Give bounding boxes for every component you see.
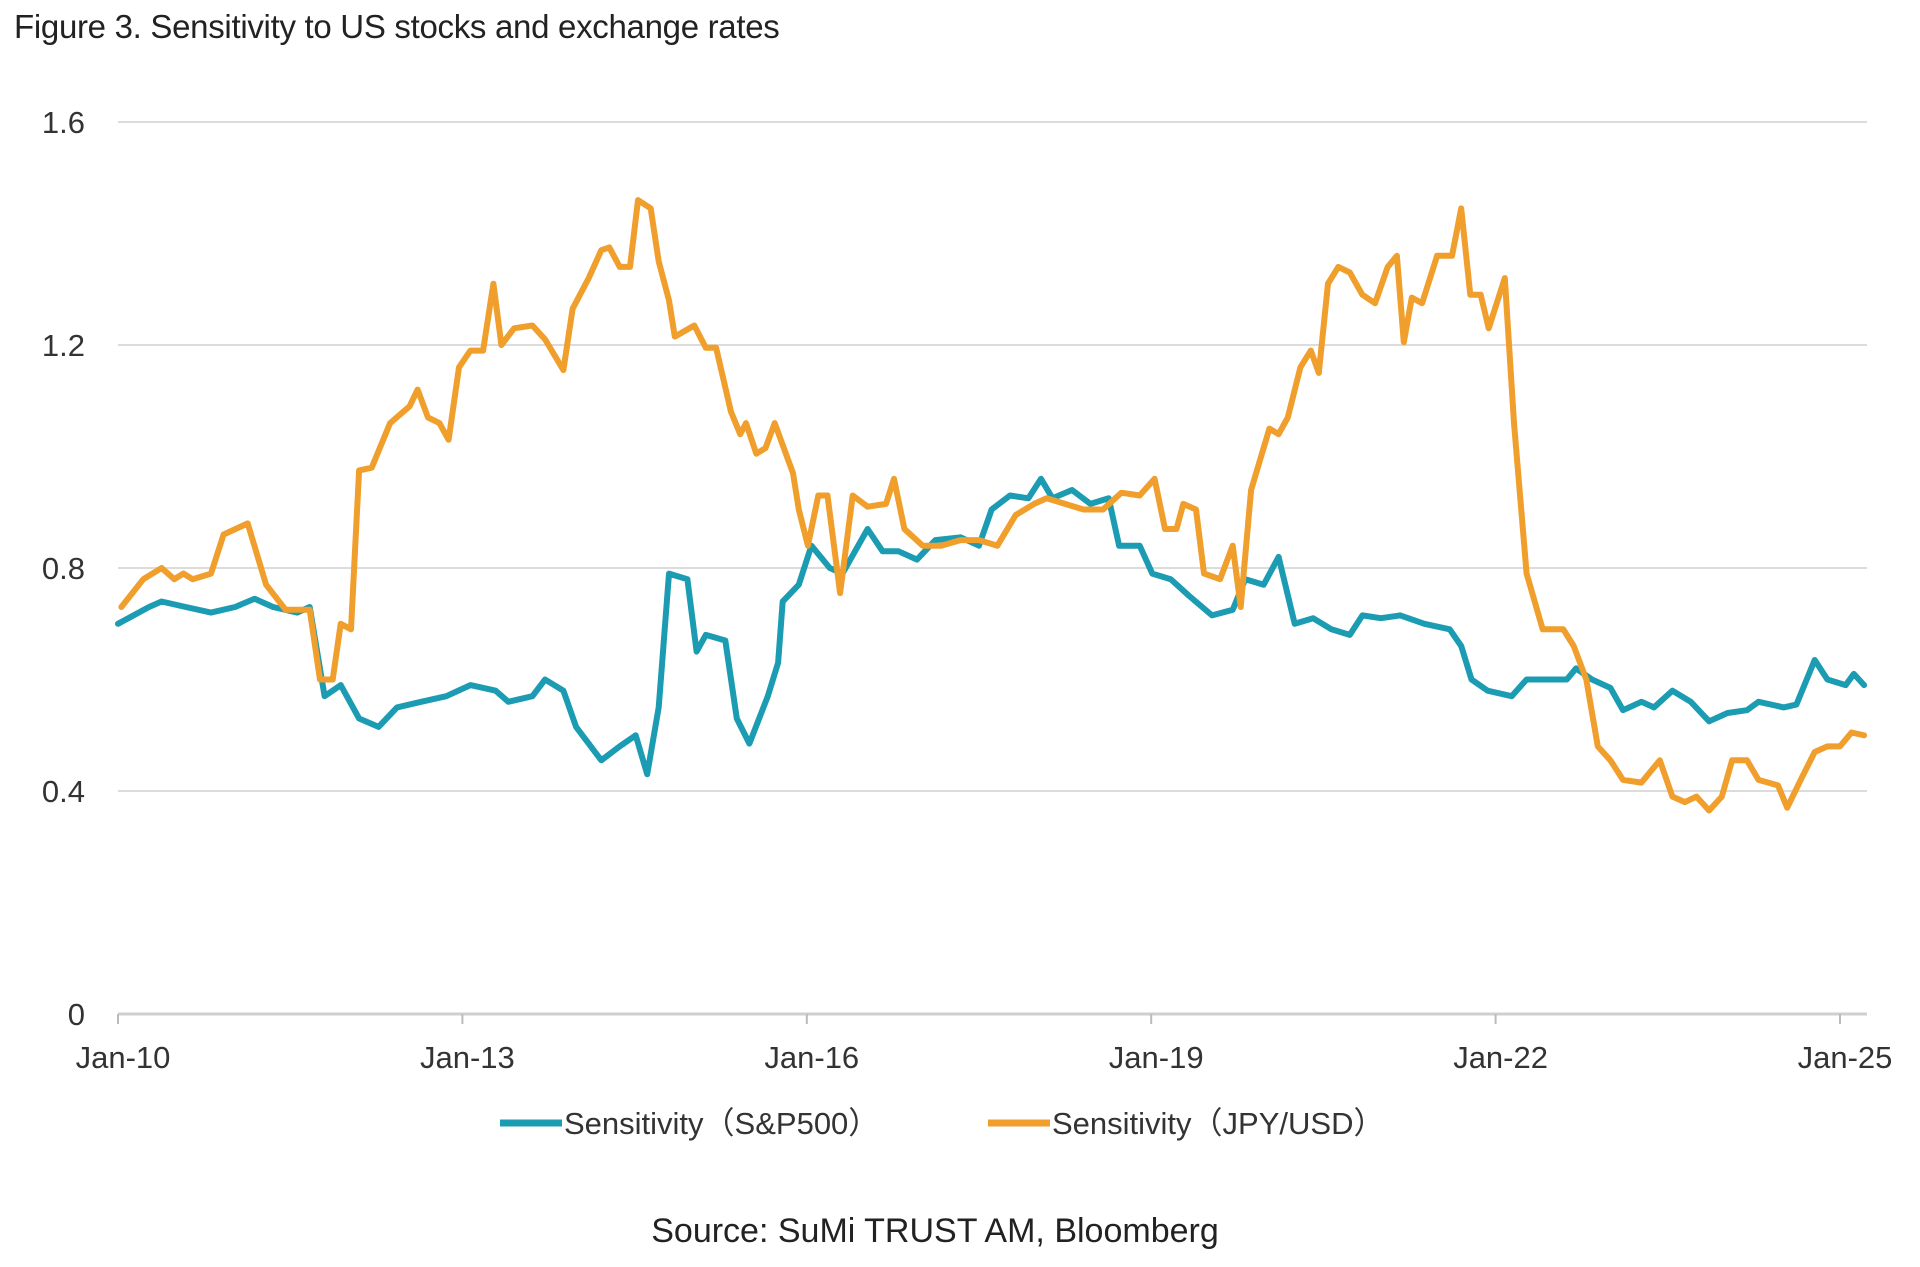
legend: Sensitivity（S&P500） Sensitivity（JPY/USD） — [500, 1106, 1384, 1141]
y-tick-label: 0 — [68, 997, 85, 1032]
y-tick-label: 0.4 — [42, 774, 85, 809]
x-tick-label: Jan-22 — [1453, 1040, 1548, 1075]
axes: 0 0.4 0.8 1.2 1.6 Jan-10 Jan-13 Jan-16 Jan-19 Jan… — [42, 105, 1893, 1075]
series-lines — [115, 197, 1868, 814]
y-tick-label: 1.2 — [42, 328, 85, 363]
x-tick-label: Jan-16 — [764, 1040, 859, 1075]
y-tick-label: 0.8 — [42, 551, 85, 586]
legend-label: Sensitivity（JPY/USD） — [1052, 1106, 1384, 1141]
x-tick-label: Jan-13 — [420, 1040, 515, 1075]
line-chart: 0 0.4 0.8 1.2 1.6 Jan-10 Jan-13 Jan-16 Jan-19 Jan… — [42, 105, 1893, 1141]
source-note: Source: SuMi TRUST AM, Bloomberg — [651, 1212, 1219, 1250]
chart-title: Figure 3. Sensitivity to US stocks and e… — [14, 8, 780, 45]
y-tick-label: 1.6 — [42, 105, 85, 140]
gridlines — [118, 121, 1867, 1016]
legend-label: Sensitivity（S&P500） — [564, 1106, 879, 1141]
x-tick-label: Jan-25 — [1798, 1040, 1893, 1075]
series-line-0 — [115, 475, 1868, 778]
x-tick-label: Jan-10 — [76, 1040, 171, 1075]
x-tick-label: Jan-19 — [1109, 1040, 1204, 1075]
series-line-1 — [118, 197, 1868, 814]
